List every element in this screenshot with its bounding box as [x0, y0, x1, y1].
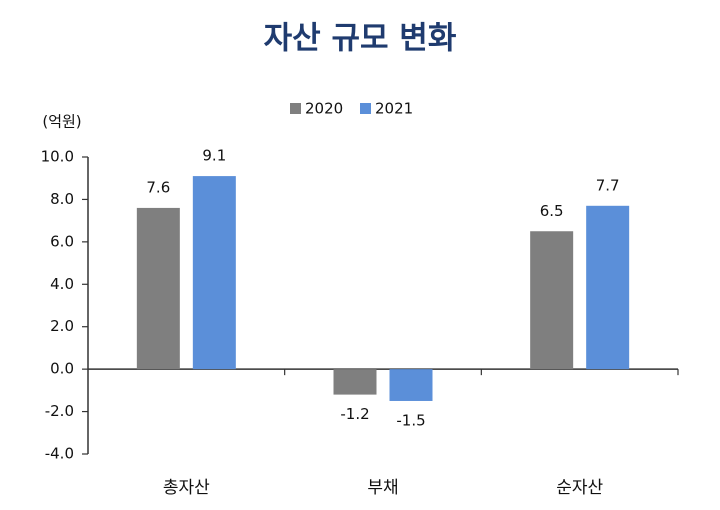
y-tick-label: -2.0 [45, 402, 74, 420]
x-tick-label: 부채 [367, 478, 398, 498]
chart-title: 자산 규모 변화 [264, 21, 457, 57]
y-tick-label: 0.0 [50, 360, 74, 378]
bar [136, 207, 180, 370]
legend-label: 2020 [305, 100, 343, 118]
value-label: 7.7 [596, 176, 620, 194]
bar [192, 176, 236, 370]
legend-label: 2021 [375, 100, 413, 118]
value-label: -1.5 [396, 411, 425, 429]
y-tick-label: 8.0 [50, 190, 74, 208]
y-tick-label: 4.0 [50, 275, 74, 293]
x-tick-label: 순자산 [556, 478, 603, 498]
y-tick-label: 10.0 [41, 148, 74, 166]
value-label: 6.5 [540, 202, 564, 220]
legend-swatch [290, 103, 301, 114]
value-label: 9.1 [202, 147, 226, 165]
y-axis-title: (억원) [42, 113, 81, 131]
value-label: 7.6 [146, 178, 170, 196]
legend-swatch [360, 103, 371, 114]
bar [333, 369, 377, 395]
y-tick-label: -4.0 [45, 445, 74, 463]
y-tick-label: 2.0 [50, 317, 74, 335]
x-tick-label: 총자산 [163, 478, 210, 498]
bar [586, 205, 630, 370]
bar [389, 369, 433, 401]
value-label: -1.2 [340, 405, 369, 423]
y-tick-label: 6.0 [50, 232, 74, 250]
bar [530, 231, 574, 370]
